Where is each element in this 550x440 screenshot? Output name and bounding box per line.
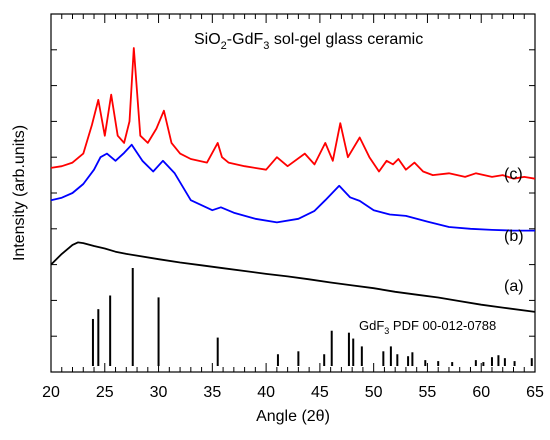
x-tick-label: 45 <box>311 384 329 401</box>
chart-title: SiO2-GdF3 sol-gel glass ceramic <box>194 31 423 52</box>
series-line-a <box>50 241 536 313</box>
series-label-a: (a) <box>504 278 524 295</box>
x-tick-label: 50 <box>365 384 383 401</box>
series-lines <box>50 47 536 313</box>
x-tick-label: 30 <box>150 384 168 401</box>
x-axis-label: Angle (2θ) <box>256 408 330 425</box>
series-line-b <box>50 143 535 232</box>
reference-label: GdF3 PDF 00-012-0788 <box>359 318 496 336</box>
x-tick-label: 20 <box>42 384 60 401</box>
series-label-c: (c) <box>504 166 523 183</box>
x-tick-label: 40 <box>257 384 275 401</box>
reference-pattern <box>91 268 533 366</box>
y-axis-label: Intensity (arb.units) <box>11 125 28 261</box>
x-tick-label: 65 <box>526 384 544 401</box>
x-tick-labels: 20 25 30 35 40 45 50 55 60 65 <box>42 384 544 401</box>
x-tick-label: 55 <box>419 384 437 401</box>
axis-ticks <box>50 14 536 372</box>
x-tick-label: 25 <box>96 384 114 401</box>
x-tick-label: 60 <box>472 384 490 401</box>
series-line-c <box>50 47 536 180</box>
series-label-b: (b) <box>504 228 524 245</box>
x-tick-label: 35 <box>203 384 221 401</box>
